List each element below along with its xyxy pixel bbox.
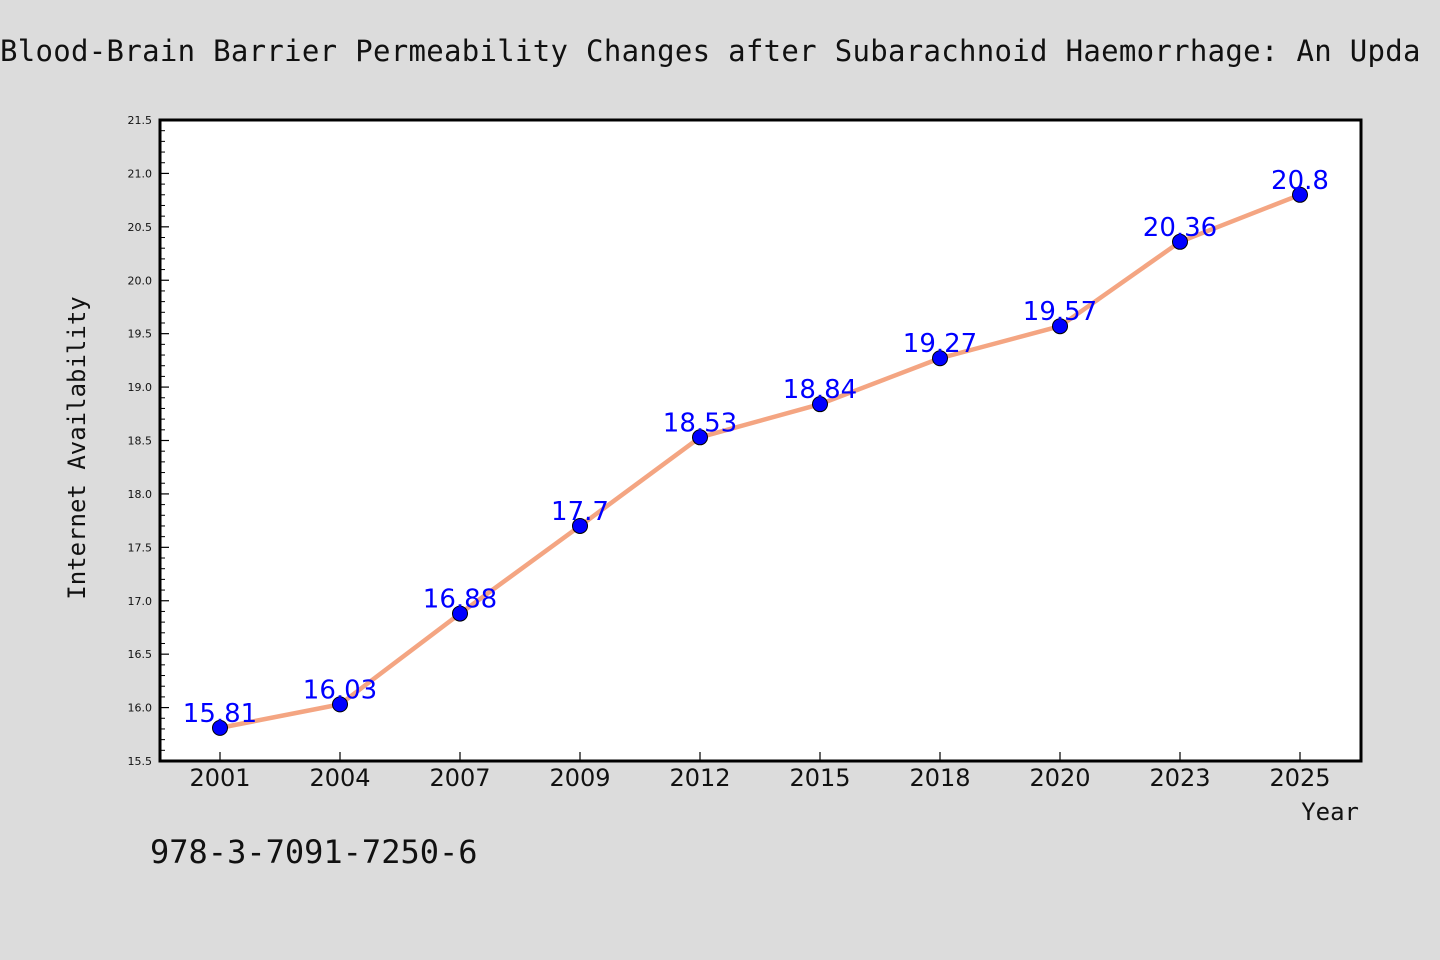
series-line [219, 192, 1301, 731]
x-tick-label: 2001 [189, 764, 250, 792]
data-point-marker [1052, 318, 1068, 335]
data-point-marker [212, 719, 228, 736]
data-label: 19.57 [1023, 297, 1097, 327]
series-layer [212, 186, 1308, 736]
x-axis: 2001 2004 2007 2009 2012 2015 2018 2020 2023 2025 [189, 752, 1331, 792]
isbn-label: 978-3-7091-7250-6 [150, 833, 478, 871]
x-axis-title: Year [1301, 798, 1359, 826]
data-point-marker [1172, 233, 1188, 250]
y-tick-label: 16.0 [128, 702, 153, 715]
x-tick-label: 2009 [549, 764, 610, 792]
x-tick-label: 2007 [429, 764, 490, 792]
data-point-marker [332, 696, 348, 713]
y-tick-label: 21.5 [128, 114, 153, 127]
y-tick-label: 18.0 [128, 488, 153, 501]
data-point-marker [812, 396, 828, 413]
plot-area [160, 120, 1361, 761]
x-tick-label: 2023 [1149, 764, 1210, 792]
y-tick-label: 20.0 [128, 274, 153, 287]
y-tick-label: 17.5 [128, 541, 153, 554]
x-tick-label: 2018 [909, 764, 970, 792]
data-point-marker [572, 517, 588, 534]
y-tick-label: 15.5 [128, 755, 153, 768]
plot-frame [158, 118, 1363, 763]
y-tick-label: 16.5 [128, 648, 153, 661]
y-tick-label: 21.0 [128, 167, 153, 180]
data-label: 20.36 [1143, 213, 1217, 243]
data-labels: 15.81 16.03 16.88 17.7 18.53 18.84 19.27 19.57 2… [183, 166, 1329, 729]
y-axis-title: Internet Availability [63, 296, 91, 599]
data-point-marker [1292, 186, 1308, 203]
data-point-marker [692, 429, 708, 446]
data-point-marker [452, 605, 468, 622]
y-tick-label: 19.0 [128, 381, 153, 394]
data-label: 18.53 [663, 408, 737, 438]
y-tick-label: 17.0 [128, 595, 153, 608]
y-axis: 15.5 16.0 16.5 17.0 17.5 18.0 18.5 19.0 19.5 20.0… [128, 114, 169, 768]
data-label: 15.81 [183, 699, 257, 729]
data-point-marker [932, 350, 948, 367]
data-label: 20.8 [1271, 166, 1329, 196]
data-label: 16.88 [423, 585, 497, 615]
x-tick-label: 2015 [789, 764, 850, 792]
y-tick-label: 20.5 [128, 221, 153, 234]
chart-title: Blood-Brain Barrier Permeability Changes… [0, 34, 1421, 68]
x-tick-label: 2004 [309, 764, 370, 792]
x-tick-label: 2020 [1029, 764, 1090, 792]
y-tick-label: 18.5 [128, 435, 153, 448]
data-label: 16.03 [303, 675, 377, 705]
x-tick-label: 2025 [1269, 764, 1330, 792]
y-tick-label: 19.5 [128, 328, 153, 341]
data-label: 17.7 [551, 497, 609, 527]
x-tick-label: 2012 [669, 764, 730, 792]
data-label: 18.84 [783, 375, 857, 405]
data-label: 19.27 [903, 329, 977, 359]
